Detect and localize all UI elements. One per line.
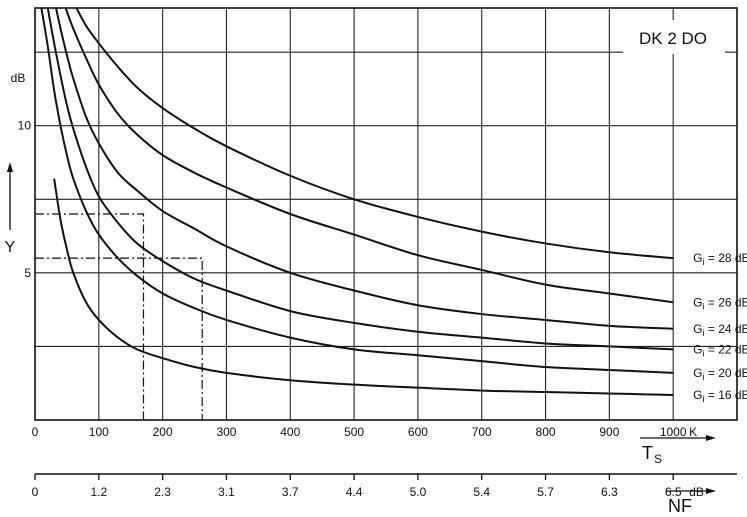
x-tick-label: 1000 <box>660 425 687 439</box>
nf-tick-label: 4.4 <box>346 485 363 499</box>
nf-axis-label: NF <box>666 488 716 516</box>
nf-tick-label: 5.0 <box>410 485 427 499</box>
x-tick-label: 100 <box>89 425 109 439</box>
nf-tick-label: 6.3 <box>601 485 618 499</box>
curve-label: Gi = 16 dB <box>693 388 747 404</box>
curve-label: Gi = 24 dB <box>693 322 747 338</box>
x-tick-label: 800 <box>536 425 556 439</box>
nf-axis-unit: dB <box>689 485 704 499</box>
x-axis-label-main: T <box>642 443 653 463</box>
grid <box>35 8 737 420</box>
y-tick-label: 10 <box>18 119 32 133</box>
nf-tick-label: 3.1 <box>218 485 235 499</box>
x-axis-label: T S <box>640 435 716 466</box>
curve <box>75 7 674 260</box>
x-tick-label: 0 <box>32 425 39 439</box>
nf-tick-label: 0 <box>32 485 39 499</box>
curve-label: Gi = 26 dB <box>693 295 747 311</box>
curve-label: Gi = 22 dB <box>693 342 747 358</box>
nf-tick-label: 3.7 <box>282 485 299 499</box>
guide-lines <box>35 213 203 420</box>
nf-tick-label: 5.4 <box>473 485 490 499</box>
curve <box>53 178 674 396</box>
x-axis-unit: K <box>689 425 697 439</box>
x-tick-label: 200 <box>153 425 173 439</box>
curve-label: Gi = 20 dB <box>693 366 747 382</box>
y-axis-arrow <box>7 162 13 230</box>
guide-line <box>35 257 203 420</box>
axis-texts: 0 100 200 300 400 500 600 700 800 900 1000 K 5 10 <box>18 119 698 439</box>
x-axis-label-sub: S <box>654 452 662 466</box>
nf-tick-label: 5.7 <box>537 485 554 499</box>
nf-tick-label: 1.2 <box>90 485 107 499</box>
x-tick-label: 500 <box>344 425 364 439</box>
curve-labels: Gi = 28 dB Gi = 26 dB Gi = 24 dB Gi = 22 dB… <box>693 251 747 404</box>
x-tick-label: 600 <box>408 425 428 439</box>
nf-label: NF <box>668 496 692 516</box>
guide-line <box>35 213 145 420</box>
title-box <box>623 20 725 54</box>
nf-tick-label: 6.5 <box>665 485 682 499</box>
chart-title: DK 2 DO <box>639 29 707 48</box>
y-axis-unit: dB <box>11 71 26 85</box>
y-axis-label: Y <box>5 239 16 256</box>
nf-axis: 0 1.2 2.3 3.1 3.7 4.4 5.0 5.4 5.7 6.3 6.5 dB <box>32 473 737 499</box>
curve <box>46 7 674 351</box>
curves <box>40 7 674 396</box>
curve <box>40 7 674 374</box>
x-tick-label: 900 <box>599 425 619 439</box>
x-tick-label: 700 <box>472 425 492 439</box>
x-tick-label: 300 <box>216 425 236 439</box>
curve <box>64 7 674 304</box>
curve <box>55 7 674 330</box>
x-tick-label: 400 <box>280 425 300 439</box>
nf-tick-label: 2.3 <box>154 485 171 499</box>
y-tick-label: 5 <box>24 266 31 280</box>
curve-label: Gi = 28 dB <box>693 251 747 267</box>
